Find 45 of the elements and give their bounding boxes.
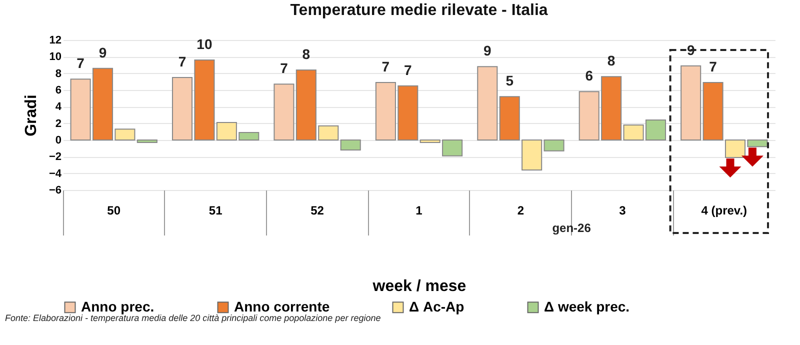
y-tick-label: 10 bbox=[49, 51, 62, 64]
x-tick-label: 50 bbox=[107, 204, 121, 218]
y-tick-label: 0 bbox=[55, 134, 62, 146]
x-axis-title: week / mese bbox=[372, 278, 466, 295]
chart-title: Temperature medie rilevate - Italia bbox=[290, 2, 548, 19]
y-tick-label: 12 bbox=[49, 34, 62, 46]
bar bbox=[136, 140, 158, 143]
y-tick-label: 6 bbox=[55, 84, 62, 96]
data-label: 8 bbox=[302, 46, 310, 62]
data-label: 6 bbox=[585, 68, 594, 84]
x-tick-label: 1 bbox=[416, 204, 423, 218]
data-label: 7 bbox=[178, 54, 186, 70]
legend-label: Δ Ac-Ap bbox=[409, 298, 464, 314]
y-tick-label: 2 bbox=[55, 118, 62, 130]
legend-label: Δ week prec. bbox=[544, 298, 630, 314]
data-label: 7 bbox=[709, 58, 718, 74]
y-axis-title: Gradi bbox=[22, 94, 40, 136]
y-tick-label: −6 bbox=[48, 184, 62, 196]
x-tick-label: 51 bbox=[208, 204, 223, 218]
bar bbox=[274, 84, 294, 140]
y-tick-label: 8 bbox=[55, 68, 62, 80]
x-tick-label: 4 (prev.) bbox=[701, 204, 748, 218]
data-label: 8 bbox=[607, 52, 616, 69]
legend-label: Anno corrente bbox=[234, 298, 330, 314]
data-label: 7 bbox=[382, 58, 390, 74]
bar bbox=[544, 140, 564, 152]
y-tick-label: −2 bbox=[48, 151, 62, 164]
bar bbox=[477, 66, 498, 140]
bar bbox=[680, 65, 702, 140]
x-tick-label: 3 bbox=[619, 204, 626, 218]
bar bbox=[340, 140, 361, 150]
data-label: 5 bbox=[506, 72, 514, 89]
data-label: 9 bbox=[98, 44, 107, 60]
data-label: 9 bbox=[484, 42, 492, 59]
x-tick-label: 2 bbox=[517, 204, 524, 218]
x-tick-label: 52 bbox=[310, 204, 324, 218]
data-label: 7 bbox=[280, 60, 288, 76]
y-tick-label: 4 bbox=[55, 101, 62, 114]
data-label: 10 bbox=[196, 36, 212, 52]
source-note: Fonte: Elaborazioni - temperatura media delle 20 città principali come popolazione per regione bbox=[5, 313, 381, 323]
data-label: 7 bbox=[404, 62, 412, 78]
data-label: 7 bbox=[76, 55, 85, 72]
text: gen-26 bbox=[552, 221, 592, 235]
legend-label: Anno prec. bbox=[81, 298, 154, 314]
y-tick-label: −4 bbox=[48, 168, 62, 180]
